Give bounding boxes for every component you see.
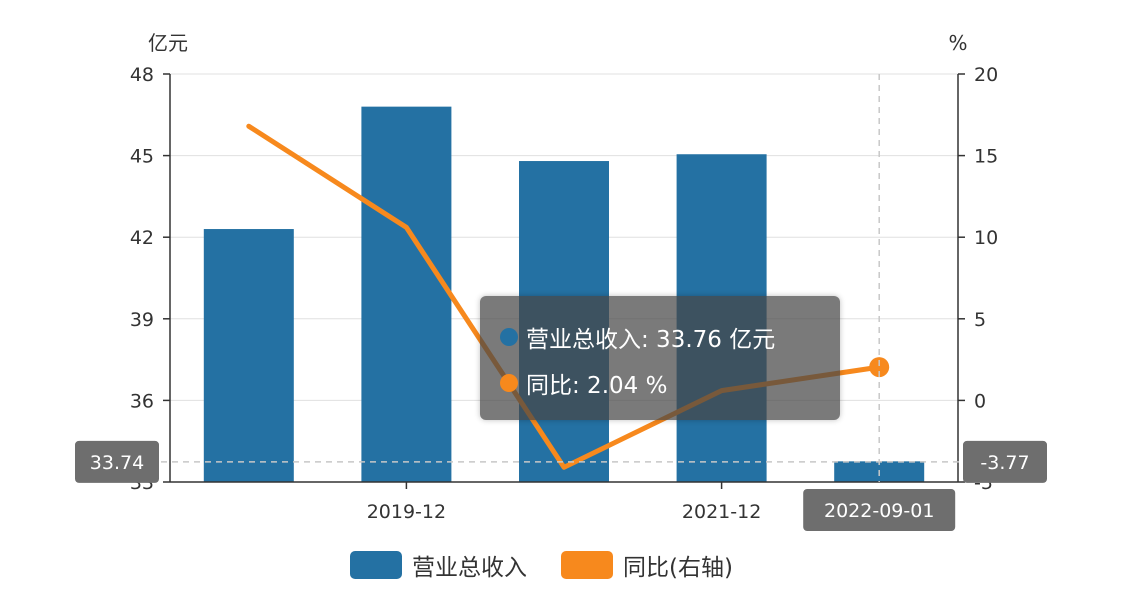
- revenue-dot-icon: [500, 328, 518, 346]
- right-tick-label-2: 10: [974, 227, 998, 249]
- tooltip-yoy-text: 同比: 2.04 %: [526, 373, 668, 399]
- crosshair-right-value-bg: [963, 440, 1047, 483]
- tooltip-yoy-row: 同比: 2.04 %: [500, 366, 667, 400]
- crosshair-x-label-bg: [803, 489, 956, 531]
- left-tick-label-2: 42: [130, 227, 154, 249]
- legend: 营业总收入 同比(右轴): [350, 548, 767, 582]
- x-tick-label-2021-12: 2021-12: [682, 501, 761, 523]
- right-tick-label-3: 5: [974, 309, 986, 331]
- left-axis-unit: 亿元: [148, 31, 188, 55]
- legend-label-revenue: 营业总收入: [412, 555, 527, 581]
- tooltip-revenue-text: 营业总收入: 33.76 亿元: [526, 327, 776, 353]
- right-tick-label-4: 0: [974, 390, 986, 412]
- right-tick-label-1: 15: [974, 146, 998, 168]
- x-tick-label-2019-12: 2019-12: [367, 501, 446, 523]
- crosshair-left-value: 33.74: [90, 452, 144, 474]
- crosshair: 33.74 -3.77 2022-09-01: [75, 74, 1047, 531]
- right-axis-unit: %: [948, 31, 967, 55]
- right-tick-label-0: 20: [974, 64, 998, 86]
- crosshair-left-value-bg: [75, 440, 159, 483]
- left-tick-label-0: 48: [130, 64, 154, 86]
- legend-item-revenue[interactable]: 营业总收入: [350, 548, 527, 582]
- yoy-dot-icon: [500, 374, 518, 392]
- yoy-point-highlight: [869, 357, 890, 378]
- crosshair-x-label: 2022-09-01: [824, 500, 934, 522]
- tooltip-revenue-row: 营业总收入: 33.76 亿元: [500, 320, 775, 354]
- left-tick-label-1: 45: [130, 146, 154, 168]
- left-tick-label-4: 36: [130, 390, 154, 412]
- bar-series: [203, 106, 925, 483]
- left-tick-label-3: 39: [130, 309, 154, 331]
- axes: [169, 74, 959, 483]
- legend-swatch-revenue: [350, 551, 402, 579]
- crosshair-right-value: -3.77: [980, 452, 1029, 474]
- bar-2019-12: [361, 106, 452, 482]
- tooltip: 营业总收入: 33.76 亿元 同比: 2.04 %: [480, 296, 840, 420]
- legend-swatch-yoy: [561, 551, 613, 579]
- legend-item-yoy[interactable]: 同比(右轴): [561, 548, 733, 582]
- legend-label-yoy: 同比(右轴): [623, 555, 733, 581]
- bar-2018-12: [203, 229, 294, 482]
